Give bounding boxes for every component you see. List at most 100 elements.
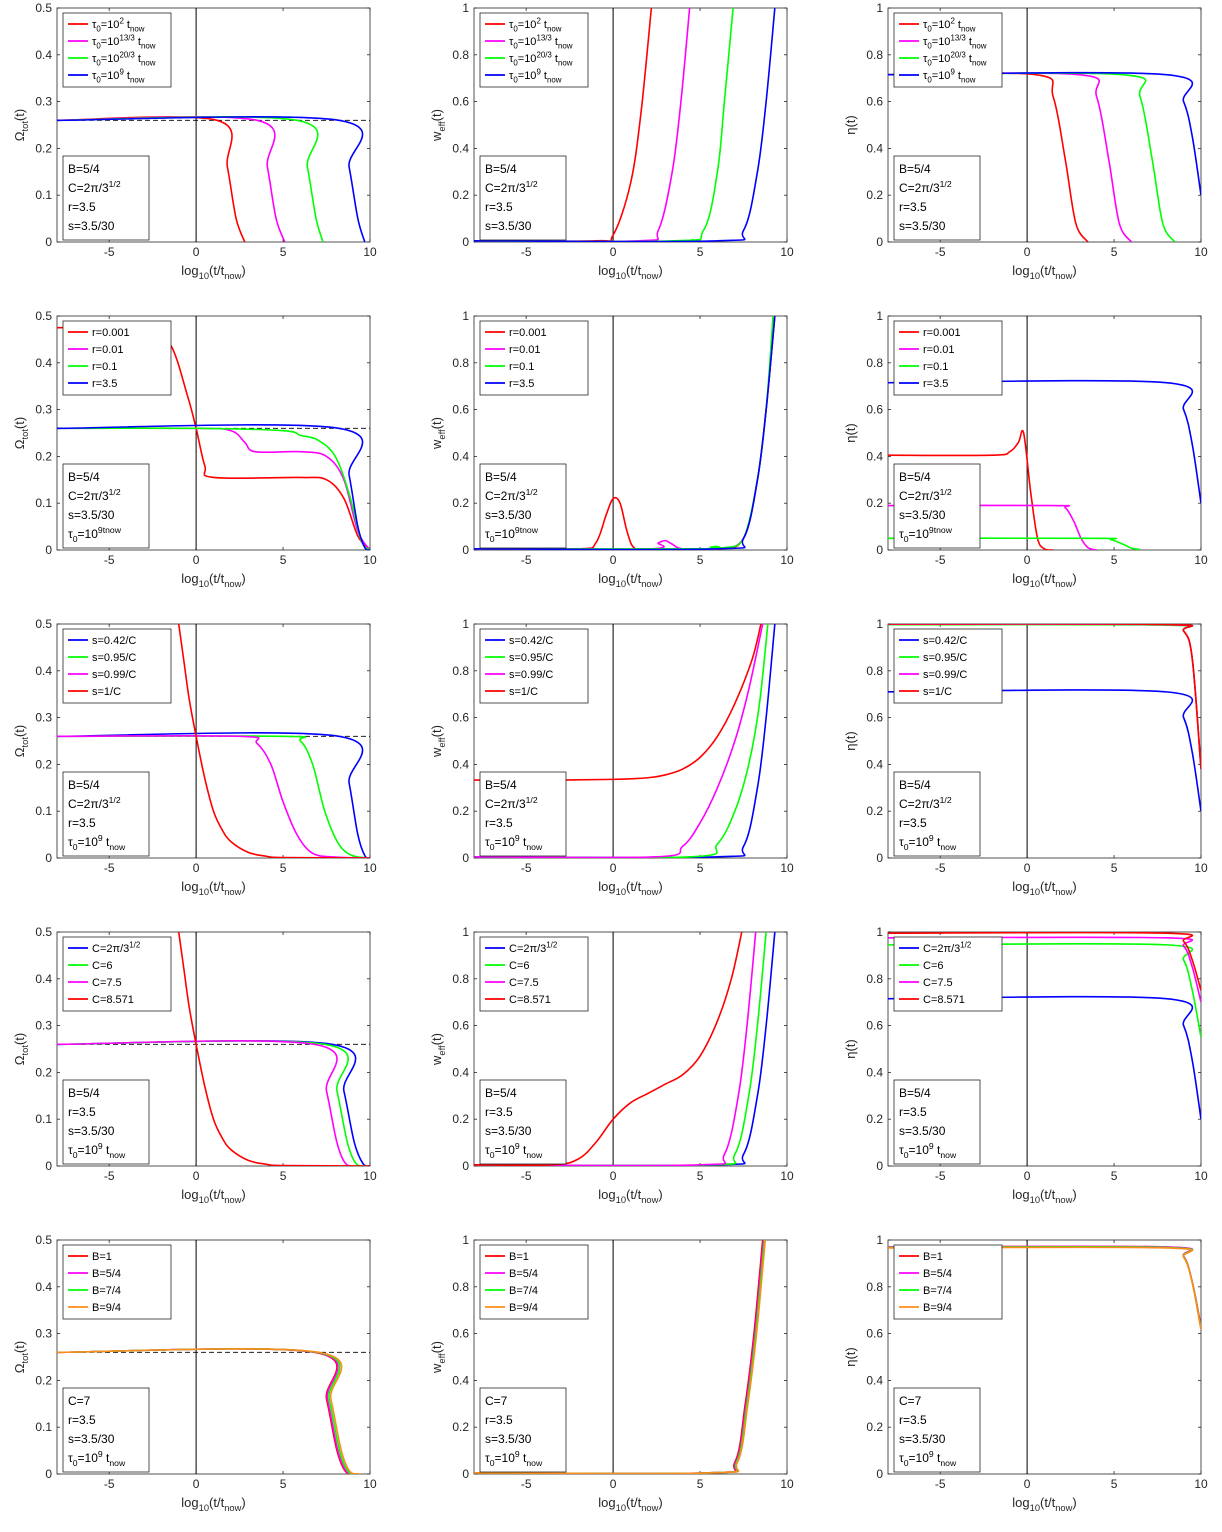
legend-entry: r=0.01 <box>92 344 124 356</box>
y-tick-label: 0.2 <box>35 141 52 155</box>
legend-entry: s=0.99/C <box>92 669 136 681</box>
y-tick-label: 0.8 <box>452 1280 469 1294</box>
x-axis-label: log10(t/tnow) <box>1012 1187 1076 1205</box>
y-tick-label: 1 <box>876 1233 883 1247</box>
y-tick-label: 0.8 <box>866 972 883 986</box>
legend: B=1 B=5/4 B=7/4 B=9/4 <box>62 1244 172 1320</box>
legend-entry: s=0.95/C <box>923 652 967 664</box>
y-tick-label: 0.2 <box>452 1112 469 1126</box>
legend-entry: r=0.01 <box>923 344 955 356</box>
param-label: τ0=109 tnow <box>485 1449 543 1468</box>
param-label: B=5/4 <box>485 470 517 484</box>
series-line-4 <box>177 932 370 1166</box>
chart-r5c3: -5 0 5 10 0 0.2 0.4 0.6 0.8 1 B=1 B=5/4 B=7/4 B=9/4 C=… <box>843 1233 1208 1513</box>
y-tick-label: 0.4 <box>866 757 883 771</box>
legend-entry: τ0=1013/3 tnow <box>923 34 987 51</box>
axes-box <box>56 7 371 243</box>
legend-entry: r=0.001 <box>923 327 961 339</box>
x-tick-label: 10 <box>780 245 794 259</box>
y-tick-label: 0.6 <box>452 403 469 417</box>
y-tick-label: 0.2 <box>35 449 52 463</box>
legend-entry: s=0.42/C <box>509 635 553 647</box>
x-axis-label: log10(t/tnow) <box>598 263 662 281</box>
legend-entry: B=9/4 <box>509 1302 538 1314</box>
legend: s=0.42/C s=0.95/C s=0.99/C s=1/C <box>62 628 172 704</box>
y-tick-label: 0.4 <box>452 1373 469 1387</box>
param-label: τ0=109 tnow <box>899 833 957 852</box>
y-tick-label: 0 <box>876 851 883 865</box>
y-tick-label: 0.2 <box>866 496 883 510</box>
y-tick-label: 0.3 <box>35 95 52 109</box>
x-tick-label: -5 <box>935 245 946 259</box>
series-line-4 <box>888 932 1201 991</box>
y-tick-label: 1 <box>876 1 883 15</box>
chart-r2c1: -5 0 5 10 0 0.1 0.2 0.3 0.4 0.5 r=0.001 r=0.01 r=0.1… <box>12 309 377 589</box>
legend: B=1 B=5/4 B=7/4 B=9/4 <box>479 1244 589 1320</box>
legend-entry: B=7/4 <box>923 1285 952 1297</box>
legend-entry: τ0=102 tnow <box>92 17 145 34</box>
param-label: r=3.5 <box>485 200 513 214</box>
legend-entry: B=1 <box>923 1251 943 1263</box>
series-line-4 <box>57 424 370 550</box>
param-label: τ0=109 tnow <box>899 1449 957 1468</box>
axes-box <box>56 931 371 1167</box>
x-tick-label: 0 <box>193 553 200 567</box>
x-tick-label: -5 <box>104 1169 115 1183</box>
params-box: C=7 r=3.5 s=3.5/30 τ0=109 tnow <box>479 1387 567 1473</box>
y-tick-label: 0.2 <box>35 1373 52 1387</box>
param-label: B=5/4 <box>485 162 517 176</box>
y-tick-label: 1 <box>876 925 883 939</box>
x-tick-label: 0 <box>610 553 617 567</box>
param-label: s=3.5/30 <box>899 508 946 522</box>
y-tick-label: 0.3 <box>35 1327 52 1341</box>
params-box: B=5/4 r=3.5 s=3.5/30 τ0=109 tnow <box>62 1079 150 1165</box>
param-label: r=3.5 <box>68 200 96 214</box>
x-tick-label: -5 <box>935 553 946 567</box>
x-tick-label: 5 <box>697 861 704 875</box>
y-tick-label: 0.2 <box>452 188 469 202</box>
param-label: τ0=109 tnow <box>485 833 543 852</box>
param-label: B=5/4 <box>68 470 100 484</box>
legend-entry: B=7/4 <box>92 1285 121 1297</box>
param-label: r=3.5 <box>485 1105 513 1119</box>
series-line-4 <box>474 8 776 242</box>
param-label: τ0=109tnow <box>899 525 953 544</box>
y-tick-label: 0.6 <box>866 1327 883 1341</box>
legend-entry: r=3.5 <box>92 378 117 390</box>
x-tick-label: 5 <box>697 1169 704 1183</box>
y-axis-label: η(t) <box>843 1039 858 1059</box>
y-axis-label: Ωtot(t) <box>12 109 30 141</box>
y-tick-label: 0.2 <box>452 1420 469 1434</box>
series-line-4 <box>474 1240 767 1474</box>
x-axis-label: log10(t/tnow) <box>181 263 245 281</box>
axes-box <box>56 623 371 859</box>
x-tick-label: 10 <box>1194 553 1208 567</box>
y-tick-label: 0.8 <box>452 48 469 62</box>
y-tick-label: 0.4 <box>866 1373 883 1387</box>
y-tick-label: 0.1 <box>35 496 52 510</box>
chart-r3c1: -5 0 5 1000.10.20.30.40.5s=0.42/Cs=0.95/Cs=… <box>12 617 377 897</box>
legend-entry: r=0.001 <box>509 327 547 339</box>
x-tick-label: 0 <box>1024 553 1031 567</box>
y-tick-label: 0.1 <box>35 804 52 818</box>
param-label: τ0=109 tnow <box>899 1141 957 1160</box>
y-tick-label: 0.6 <box>866 95 883 109</box>
param-label: s=3.5/30 <box>68 508 115 522</box>
legend-entry: s=1/C <box>92 686 121 698</box>
x-tick-label: 5 <box>1111 1477 1118 1491</box>
x-tick-label: 10 <box>363 1169 377 1183</box>
chart-r4c3: -5 0 5 10 0 0.2 0.4 0.6 0.8 1 C=2π/31/2 C=6 C=7.5 C=8… <box>843 925 1208 1205</box>
x-tick-label: 5 <box>280 861 287 875</box>
x-tick-label: 0 <box>610 1477 617 1491</box>
param-label: s=3.5/30 <box>485 508 532 522</box>
param-label: s=3.5/30 <box>68 1124 115 1138</box>
x-axis-label: log10(t/tnow) <box>598 1187 662 1205</box>
series-line-1 <box>888 689 1201 812</box>
y-axis-label: η(t) <box>843 1347 858 1367</box>
series-line-3 <box>474 624 764 858</box>
param-label: C=2π/31/2 <box>485 487 538 503</box>
y-tick-label: 1 <box>462 617 469 631</box>
legend-entry: s=0.42/C <box>923 635 967 647</box>
axes-box <box>887 7 1202 243</box>
